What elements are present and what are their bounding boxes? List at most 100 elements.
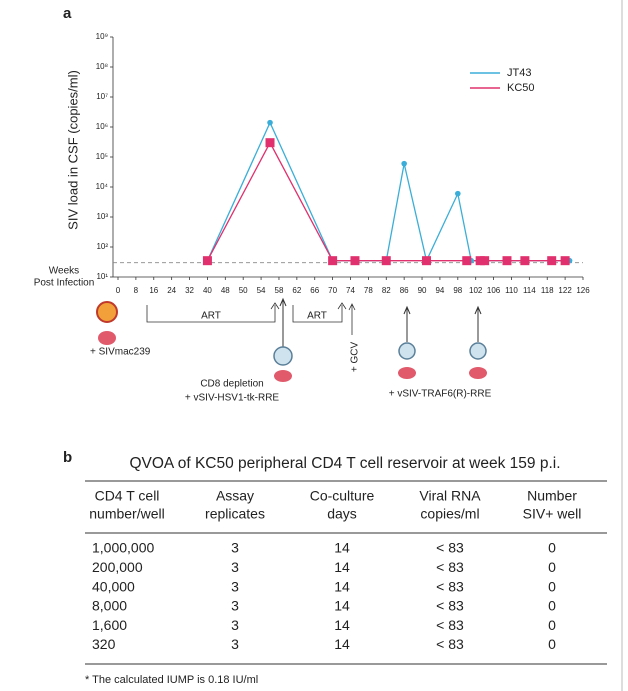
- y-tick-label: 10³: [96, 212, 108, 221]
- arrow: [403, 305, 411, 342]
- table-cell: < 83: [436, 559, 464, 575]
- table-header: days: [327, 506, 357, 522]
- y-tick-label: 10⁶: [96, 122, 108, 131]
- marker: [202, 256, 212, 266]
- table-cell: 8,000: [92, 598, 127, 614]
- y-tick-label: 10¹: [96, 272, 108, 281]
- arrow: [474, 305, 482, 342]
- marker: [455, 190, 461, 197]
- x-tick-label: 126: [576, 286, 590, 295]
- marker: [502, 256, 512, 266]
- annotation: ART: [201, 311, 221, 322]
- annotation: + SIVmac239: [90, 347, 151, 358]
- annotation: + vSIV-TRAF6(R)-RRE: [389, 389, 492, 400]
- table-header: Co-culture: [310, 488, 375, 504]
- x-tick-label: 122: [558, 286, 572, 295]
- y-tick-label: 10⁴: [96, 182, 109, 191]
- table-header: copies/ml: [420, 506, 479, 522]
- arrow-head: [270, 302, 280, 310]
- monkey-icon: [274, 370, 292, 382]
- x-tick-label: 118: [541, 286, 554, 295]
- marker: [267, 119, 273, 126]
- marker: [401, 160, 407, 167]
- x-tick-label: 74: [346, 286, 355, 295]
- table-cell: 3: [231, 578, 239, 594]
- table-cell: 1,000,000: [92, 540, 154, 556]
- x-tick-label: 94: [435, 286, 444, 295]
- table-header: number/well: [89, 506, 164, 522]
- table-cell: 0: [548, 540, 556, 556]
- annotation: Post Infection: [34, 278, 95, 289]
- x-tick-label: 90: [418, 286, 427, 295]
- marker: [520, 256, 530, 266]
- x-tick-label: 8: [134, 286, 139, 295]
- marker: [560, 256, 570, 266]
- x-tick-label: 66: [310, 286, 319, 295]
- panel-label: b: [63, 449, 72, 466]
- table-cell: 0: [548, 559, 556, 575]
- table-cell: < 83: [436, 617, 464, 633]
- y-axis-title: SIV load in CSF (copies/ml): [65, 70, 80, 230]
- x-tick-label: 82: [382, 286, 391, 295]
- x-tick-label: 40: [203, 286, 212, 295]
- x-tick-label: 78: [364, 286, 373, 295]
- table-cell: 14: [334, 636, 350, 652]
- y-tick-label: 10⁵: [96, 152, 108, 161]
- table-cell: 40,000: [92, 578, 135, 594]
- table-cell: 14: [334, 617, 350, 633]
- x-tick-label: 24: [167, 286, 176, 295]
- table-cell: 200,000: [92, 559, 143, 575]
- x-tick-label: 16: [149, 286, 158, 295]
- marker: [547, 256, 557, 266]
- table-cell: 14: [334, 559, 350, 575]
- table-cell: < 83: [436, 540, 464, 556]
- table-header: Viral RNA: [419, 488, 481, 504]
- y-tick-label: 10²: [96, 242, 108, 251]
- table-header: replicates: [205, 506, 265, 522]
- x-tick-label: 62: [292, 286, 301, 295]
- marker: [381, 256, 391, 266]
- table-cell: 0: [548, 578, 556, 594]
- table-cell: < 83: [436, 636, 464, 652]
- x-tick-label: 110: [505, 286, 518, 295]
- x-tick-label: 50: [239, 286, 248, 295]
- y-tick-label: 10⁹: [96, 32, 108, 41]
- marker: [480, 256, 490, 266]
- monkey-icon: [398, 367, 416, 379]
- x-tick-label: 48: [221, 286, 230, 295]
- legend-label: JT43: [507, 67, 531, 79]
- table-cell: 3: [231, 598, 239, 614]
- x-tick-label: 70: [328, 286, 337, 295]
- table-cell: 14: [334, 598, 350, 614]
- table-cell: 0: [548, 636, 556, 652]
- y-tick-label: 10⁷: [96, 92, 108, 101]
- annotation: Weeks: [49, 266, 79, 277]
- table-title: QVOA of KC50 peripheral CD4 T cell reser…: [129, 455, 560, 472]
- marker: [265, 138, 275, 148]
- marker: [462, 256, 472, 266]
- table-cell: 3: [231, 559, 239, 575]
- table-header: Assay: [216, 488, 254, 504]
- table-cell: 14: [334, 540, 350, 556]
- table-cell: 320: [92, 636, 116, 652]
- virus-icon: [273, 346, 293, 366]
- x-tick-label: 32: [185, 286, 194, 295]
- virus-icon: [398, 342, 416, 360]
- x-tick-label: 86: [400, 286, 409, 295]
- panel-label: a: [63, 5, 72, 22]
- y-tick-label: 10⁸: [96, 62, 108, 71]
- table-header: Number: [527, 488, 577, 504]
- bracket: [146, 305, 276, 323]
- table-cell: < 83: [436, 578, 464, 594]
- virus-icon: [469, 342, 487, 360]
- marker: [328, 256, 338, 266]
- table-cell: 0: [548, 617, 556, 633]
- table-cell: 0: [548, 598, 556, 614]
- series-line: [206, 121, 570, 263]
- monkey-icon: [469, 367, 487, 379]
- marker: [422, 256, 432, 266]
- x-tick-label: 102: [469, 286, 483, 295]
- x-tick-label: 98: [453, 286, 462, 295]
- annotation: + vSIV-HSV1-tk-RRE: [185, 393, 280, 404]
